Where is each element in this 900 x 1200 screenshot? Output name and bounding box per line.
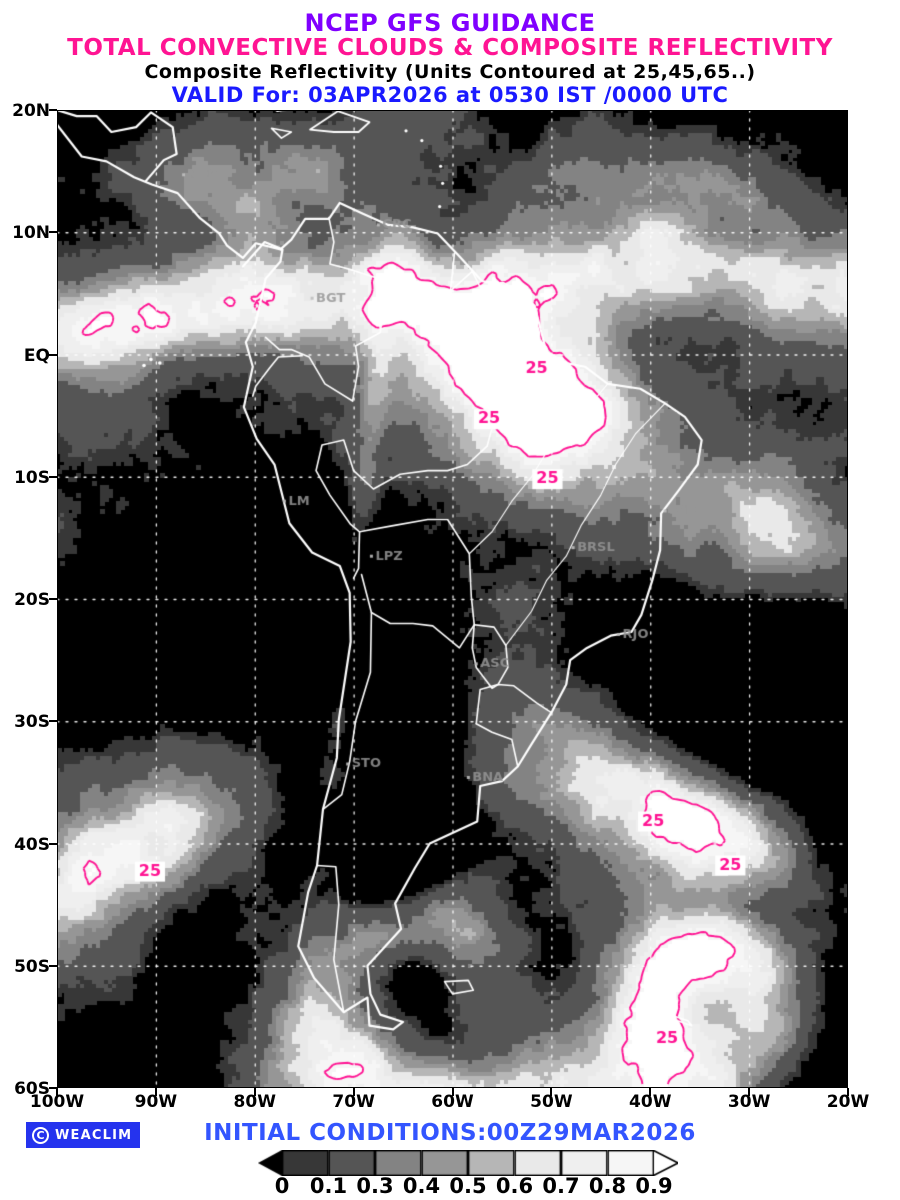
colorbar: 0 0.1 0.3 0.4 0.5 0.6 0.7 0.8 0.9 [258, 1150, 678, 1200]
x-tick-mark [451, 1088, 454, 1096]
y-axis-tick-EQ: EQ [23, 345, 50, 366]
colorbar-label-0.9: 0.9 [635, 1174, 673, 1198]
colorbar-label-0.6: 0.6 [495, 1174, 534, 1198]
y-axis-tick-30S: 30S [14, 712, 50, 733]
x-axis-tick-60W: 60W [431, 1092, 474, 1112]
y-tick-mark [49, 598, 57, 600]
y-axis-tick-60S: 60S [14, 1079, 50, 1099]
initial-conditions-label: INITIAL CONDITIONS:00Z29MAR2026 [204, 1120, 696, 1146]
y-axis-tick-20S: 20S [14, 590, 50, 610]
y-tick-mark [49, 720, 57, 723]
y-tick-mark [49, 353, 57, 356]
x-axis-tick-90W: 90W [134, 1092, 178, 1112]
x-axis-tick-50W: 50W [530, 1092, 573, 1112]
map-plot-area[interactable] [57, 110, 848, 1088]
x-axis-tick-70W: 70W [332, 1092, 375, 1112]
y-axis-tick-10N: 10N [12, 223, 50, 244]
colorbar-label-0.4: 0.4 [402, 1174, 441, 1198]
title-units: Composite Reflectivity (Units Contoured … [144, 61, 756, 83]
x-tick-mark [748, 1088, 751, 1096]
colorbar-label-0.8: 0.8 [588, 1174, 627, 1198]
y-tick-mark [49, 842, 57, 845]
copyright-icon: C [32, 1126, 49, 1144]
weaclim-logo: C WEACLIM [26, 1122, 140, 1148]
x-tick-mark [550, 1088, 553, 1096]
weather-map-canvas[interactable] [57, 110, 848, 1088]
x-axis-tick-30W: 30W [727, 1092, 771, 1112]
colorbar-label-0.7: 0.7 [542, 1174, 580, 1198]
colorbar-label-0.1: 0.1 [309, 1174, 348, 1198]
colorbar-label-0: 0 [274, 1174, 290, 1198]
x-tick-mark [649, 1088, 652, 1096]
y-tick-mark [49, 109, 57, 111]
title-valid-time: VALID For: 03APR2026 at 0530 IST /0000 U… [171, 83, 729, 107]
y-axis-tick-10S: 10S [14, 467, 50, 488]
x-axis-tick-20W: 20W [826, 1092, 870, 1112]
x-tick-mark [253, 1088, 256, 1096]
y-axis-tick-40S: 40S [14, 834, 50, 855]
x-tick-mark [154, 1088, 157, 1096]
x-tick-mark [847, 1088, 849, 1096]
x-axis-tick-100W: 100W [29, 1092, 85, 1112]
y-tick-mark [49, 231, 57, 234]
x-tick-mark [56, 1088, 58, 1096]
colorbar-gradient [258, 1150, 678, 1176]
y-tick-mark [49, 964, 57, 967]
y-axis-tick-20N: 20N [12, 101, 50, 121]
title-product: TOTAL CONVECTIVE CLOUDS & COMPOSITE REFL… [67, 35, 833, 61]
x-tick-mark [352, 1088, 355, 1096]
colorbar-label-0.3: 0.3 [356, 1174, 394, 1198]
x-axis-tick-40W: 40W [629, 1092, 672, 1112]
y-tick-mark [49, 1087, 57, 1089]
title-agency: NCEP GFS GUIDANCE [304, 9, 596, 37]
y-tick-mark [49, 475, 57, 478]
y-axis-tick-50S: 50S [14, 956, 50, 977]
colorbar-label-0.5: 0.5 [449, 1174, 487, 1198]
title-block: NCEP GFS GUIDANCE TOTAL CONVECTIVE CLOUD… [0, 0, 900, 107]
x-axis-tick-80W: 80W [233, 1092, 276, 1112]
weaclim-label: WEACLIM [55, 1127, 133, 1143]
